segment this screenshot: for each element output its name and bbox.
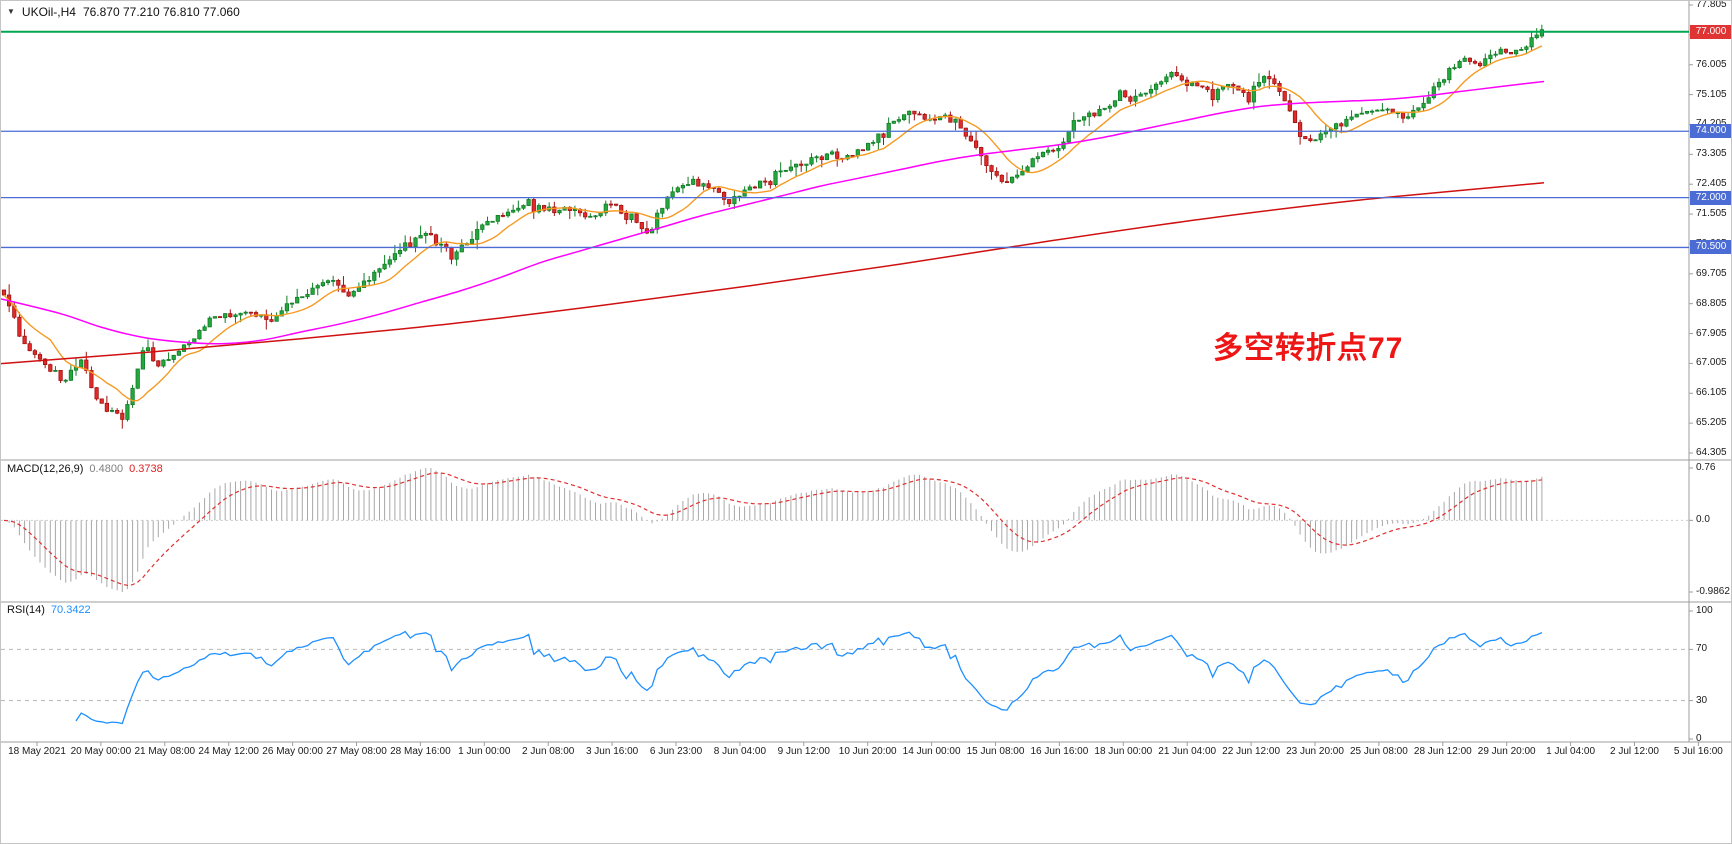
time-tick-label: 28 May 16:00 — [390, 746, 451, 757]
price-tick-label: 77.805 — [1696, 0, 1727, 10]
rsi-value: 70.3422 — [50, 604, 91, 616]
candlestick-series — [1, 24, 1544, 429]
time-tick-label: 14 Jun 00:00 — [902, 746, 961, 757]
macd-axis-label: -0.9862 — [1696, 586, 1730, 597]
time-tick-label: 21 May 08:00 — [134, 746, 196, 757]
rsi-name: RSI(14) — [7, 604, 45, 616]
time-tick-label: 20 May 00:00 — [70, 746, 132, 757]
macd-name: MACD(12,26,9) — [7, 463, 84, 475]
price-line-tag[interactable]: 72.000 — [1690, 190, 1731, 205]
price-chart-panel[interactable] — [1, 1, 1689, 460]
price-tick-label: 66.105 — [1696, 387, 1727, 399]
time-tick-label: 26 May 00:00 — [262, 746, 323, 757]
time-tick-label: 21 Jun 04:00 — [1158, 746, 1217, 757]
price-tick-label: 73.305 — [1696, 148, 1727, 160]
macd-signal-value: 0.3738 — [129, 463, 163, 475]
price-tick-label: 67.905 — [1696, 327, 1727, 339]
annotation-text[interactable]: 多空转折点77 — [1213, 332, 1404, 365]
ohlc-values: 76.870 77.210 76.810 77.060 — [82, 5, 240, 19]
price-tick-label: 75.105 — [1696, 88, 1727, 100]
macd-signal-line — [3, 472, 1542, 586]
time-tick-label: 15 Jun 08:00 — [966, 746, 1025, 757]
time-tick-label: 16 Jun 16:00 — [1030, 746, 1089, 757]
time-tick-label: 25 Jun 08:00 — [1349, 746, 1408, 757]
price-tick-label: 69.705 — [1696, 267, 1727, 279]
price-axis[interactable] — [1689, 1, 1731, 742]
time-tick-label: 1 Jun 00:00 — [458, 746, 511, 757]
ma-mid-line — [1, 80, 1545, 345]
rsi-line — [75, 630, 1543, 725]
symbol-period-label: UKOil-,H4 — [21, 5, 76, 19]
rsi-panel[interactable] — [1, 602, 1689, 742]
price-line-tag[interactable]: 74.000 — [1690, 124, 1731, 139]
time-tick-label: 6 Jun 23:00 — [649, 746, 703, 757]
macd-histogram — [8, 468, 1543, 592]
time-tick-label: 27 May 08:00 — [326, 746, 387, 757]
ma-slow-line — [1, 181, 1545, 365]
macd-main-value: 0.4800 — [89, 463, 124, 475]
time-tick-label: 2 Jun 08:00 — [522, 746, 575, 757]
time-tick-label: 9 Jun 12:00 — [777, 746, 830, 757]
price-line-tag[interactable]: 70.500 — [1690, 240, 1731, 255]
time-tick-label: 24 May 12:00 — [198, 746, 259, 757]
price-tick-label: 71.505 — [1696, 208, 1727, 220]
rsi-indicator-label: RSI(14) 70.3422 — [7, 604, 91, 616]
time-tick-label: 23 Jun 20:00 — [1286, 746, 1344, 757]
macd-axis-label: 0.0 — [1696, 514, 1710, 526]
price-line-tag[interactable]: 77.000 — [1690, 24, 1731, 39]
time-tick-label: 1 Jul 04:00 — [1546, 746, 1596, 757]
price-tick-label: 68.805 — [1696, 297, 1727, 309]
price-tick-label: 76.005 — [1696, 58, 1727, 70]
ma-fast-line — [3, 45, 1543, 402]
time-tick-label: 28 Jun 12:00 — [1413, 746, 1472, 757]
price-tick-label: 64.305 — [1696, 447, 1727, 458]
time-tick-label: 8 Jun 04:00 — [713, 746, 767, 757]
rsi-axis-label: 100 — [1696, 605, 1713, 616]
time-tick-label: 22 Jun 12:00 — [1222, 746, 1281, 757]
time-tick-label: 3 Jun 16:00 — [585, 746, 639, 757]
symbol-dropdown-icon[interactable]: ▼ — [7, 7, 15, 16]
macd-axis-label: 0.76 — [1696, 462, 1716, 473]
price-tick-label: 72.405 — [1696, 178, 1727, 190]
time-tick-label: 10 Jun 20:00 — [838, 746, 897, 757]
chart-ohlc-header: ▼ UKOil-,H4 76.870 77.210 76.810 77.060 — [7, 5, 240, 19]
time-tick-label: 18 May 2021 — [8, 746, 66, 757]
time-tick-label: 2 Jul 12:00 — [1610, 746, 1659, 757]
rsi-axis-label: 0 — [1696, 733, 1702, 744]
time-tick-label: 5 Jul 16:00 — [1673, 746, 1723, 757]
rsi-axis-label: 30 — [1696, 694, 1708, 706]
price-tick-label: 67.005 — [1696, 357, 1727, 369]
price-tick-label: 65.205 — [1696, 417, 1727, 429]
macd-indicator-label: MACD(12,26,9) 0.4800 0.3738 — [7, 463, 163, 475]
time-tick-label: 29 Jun 20:00 — [1477, 746, 1536, 757]
rsi-axis-label: 70 — [1696, 643, 1708, 655]
time-tick-label: 18 Jun 00:00 — [1094, 746, 1153, 757]
macd-panel[interactable] — [1, 460, 1689, 602]
price-tick-label: 74.205 — [1696, 118, 1727, 129]
